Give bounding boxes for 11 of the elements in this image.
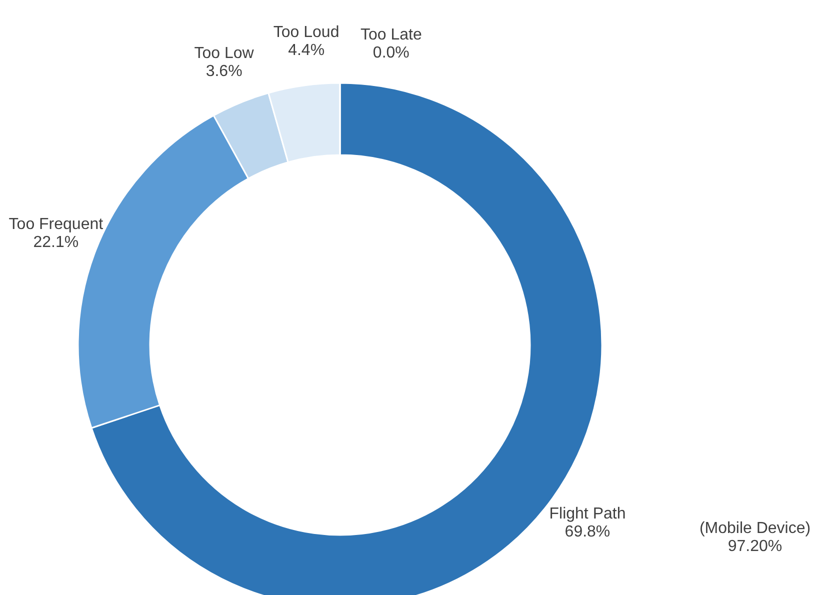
data-label: 4.4% xyxy=(288,42,325,59)
data-label: 69.8% xyxy=(564,523,610,540)
category-label: Too Late xyxy=(360,26,422,44)
slice-label: Too Low xyxy=(194,44,254,62)
data-label: 22.1% xyxy=(33,234,79,251)
slice-label: Too Loud xyxy=(273,24,340,41)
data-label: 3.6% xyxy=(206,62,242,80)
text: 0.0% xyxy=(372,44,410,62)
slice-label: Flight Path xyxy=(549,505,626,522)
slice-label: Too Frequent xyxy=(8,216,104,233)
text: (Mobile Device) 97.20% xyxy=(699,520,811,555)
